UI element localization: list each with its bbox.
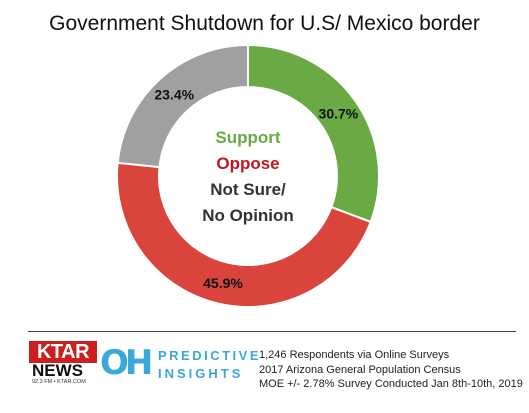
ktar-news-logo: KTAR NEWS 92.3 FM • KTAR.COM [29, 341, 97, 386]
footer-divider [28, 331, 516, 332]
slice-label-not-sure-no-opinion: 23.4% [154, 86, 194, 102]
ktar-logo-text: KTAR [29, 341, 97, 363]
legend-item-oppose: Oppose [216, 154, 279, 173]
legend-item-not-sure: Not Sure/ [210, 180, 286, 199]
legend-item-support: Support [215, 128, 280, 147]
legend-item-no-opinion: No Opinion [202, 206, 294, 225]
oh-logo: OH [100, 343, 153, 383]
station-text: 92.3 FM • KTAR.COM [32, 379, 86, 385]
brand-line-predictive: PREDICTIVE [158, 348, 262, 363]
survey-note-census: 2017 Arizona General Population Census [259, 363, 461, 376]
slice-label-oppose: 45.9% [203, 275, 243, 291]
survey-note-moe: MOE +/- 2.78% Survey Conducted Jan 8th-1… [259, 378, 523, 390]
slice-not-sure-no-opinion [116, 43, 249, 169]
slice-oppose [116, 161, 372, 308]
survey-notes: 1,246 Respondents via Online Surveys 201… [259, 348, 523, 392]
donut-chart: 30.7% 45.9% 23.4% Support Oppose Not Sure/No … [116, 43, 380, 308]
chart-title: Government Shutdown for U.S/ Mexico bord… [49, 12, 480, 35]
slice-support [247, 43, 380, 224]
news-logo-text: NEWS [32, 361, 83, 380]
survey-note-respondents: 1,246 Respondents via Online Surveys [259, 349, 450, 361]
brand-line-insights: INSIGHTS [158, 366, 244, 381]
slice-label-support: 30.7% [319, 105, 359, 121]
